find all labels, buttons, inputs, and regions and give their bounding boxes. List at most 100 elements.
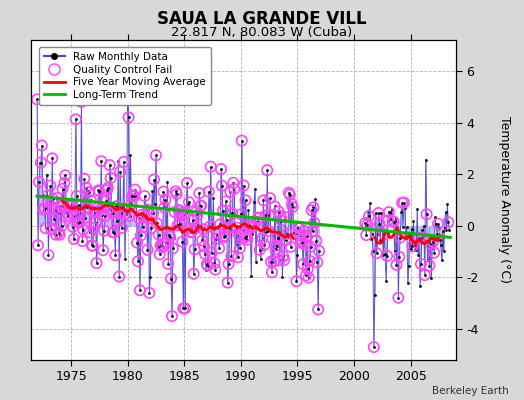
Point	[134, 258, 142, 264]
Point	[127, 201, 136, 207]
Point	[104, 185, 112, 191]
Point	[88, 242, 96, 249]
Point	[66, 202, 74, 209]
Point	[129, 192, 137, 198]
Point	[167, 275, 175, 282]
Point	[391, 215, 400, 221]
Point	[66, 202, 74, 209]
Point	[101, 213, 109, 219]
Point	[242, 197, 250, 204]
Point	[225, 225, 234, 231]
Point	[302, 272, 310, 279]
Point	[373, 250, 381, 256]
Point	[139, 214, 148, 220]
Point	[282, 237, 290, 244]
Point	[394, 294, 402, 301]
Point	[414, 252, 422, 258]
Point	[103, 187, 111, 193]
Point	[161, 196, 170, 203]
Text: SAUA LA GRANDE VILL: SAUA LA GRANDE VILL	[157, 10, 367, 28]
Point	[208, 250, 216, 256]
Point	[129, 192, 137, 198]
Point	[58, 223, 66, 229]
Point	[235, 232, 243, 238]
Point	[85, 189, 93, 195]
Point	[416, 283, 424, 289]
Point	[157, 242, 165, 248]
Point	[365, 213, 373, 219]
Point	[178, 238, 187, 245]
Point	[160, 204, 169, 211]
Point	[121, 256, 129, 262]
Point	[300, 228, 308, 234]
Point	[367, 236, 375, 242]
Point	[150, 176, 158, 183]
Point	[107, 209, 116, 216]
Point	[372, 210, 380, 216]
Point	[123, 206, 131, 213]
Point	[381, 251, 389, 258]
Point	[239, 182, 248, 189]
Point	[270, 203, 279, 210]
Point	[198, 237, 206, 244]
Point	[133, 240, 141, 246]
Point	[125, 213, 134, 219]
Point	[139, 214, 148, 220]
Point	[197, 202, 205, 209]
Point	[102, 198, 110, 204]
Point	[210, 260, 219, 266]
Point	[44, 252, 52, 258]
Point	[152, 152, 160, 158]
Point	[211, 266, 220, 273]
Point	[143, 246, 151, 253]
Point	[176, 208, 184, 214]
Point	[234, 254, 242, 260]
Point	[413, 206, 421, 213]
Point	[173, 222, 182, 228]
Point	[68, 197, 76, 204]
Point	[167, 275, 175, 282]
Point	[395, 254, 403, 260]
Point	[188, 229, 196, 235]
Point	[265, 212, 274, 218]
Point	[218, 182, 226, 189]
Point	[269, 232, 277, 238]
Point	[111, 252, 119, 258]
Point	[301, 241, 309, 248]
Point	[241, 234, 249, 241]
Point	[159, 188, 168, 195]
Point	[140, 193, 149, 199]
Point	[93, 209, 102, 216]
Point	[138, 224, 147, 230]
Point	[438, 257, 446, 263]
Point	[61, 172, 70, 178]
Point	[267, 258, 275, 265]
Point	[407, 226, 416, 232]
Point	[178, 238, 187, 245]
Point	[405, 262, 413, 269]
Point	[293, 252, 302, 258]
Point	[303, 233, 311, 239]
Point	[115, 273, 123, 280]
Point	[77, 211, 85, 217]
Point	[237, 211, 245, 218]
Point	[202, 266, 210, 273]
Point	[45, 206, 53, 213]
Point	[112, 203, 121, 210]
Point	[196, 203, 204, 209]
Point	[59, 202, 68, 209]
Point	[147, 225, 156, 232]
Point	[83, 204, 91, 210]
Point	[234, 254, 242, 260]
Point	[137, 232, 145, 239]
Point	[41, 225, 50, 232]
Point	[296, 232, 304, 238]
Point	[209, 219, 217, 226]
Point	[388, 206, 396, 213]
Point	[422, 211, 431, 218]
Point	[233, 224, 241, 231]
Point	[410, 238, 419, 244]
Legend: Raw Monthly Data, Quality Control Fail, Five Year Moving Average, Long-Term Tren: Raw Monthly Data, Quality Control Fail, …	[39, 47, 211, 105]
Point	[313, 259, 321, 266]
Point	[365, 213, 373, 219]
